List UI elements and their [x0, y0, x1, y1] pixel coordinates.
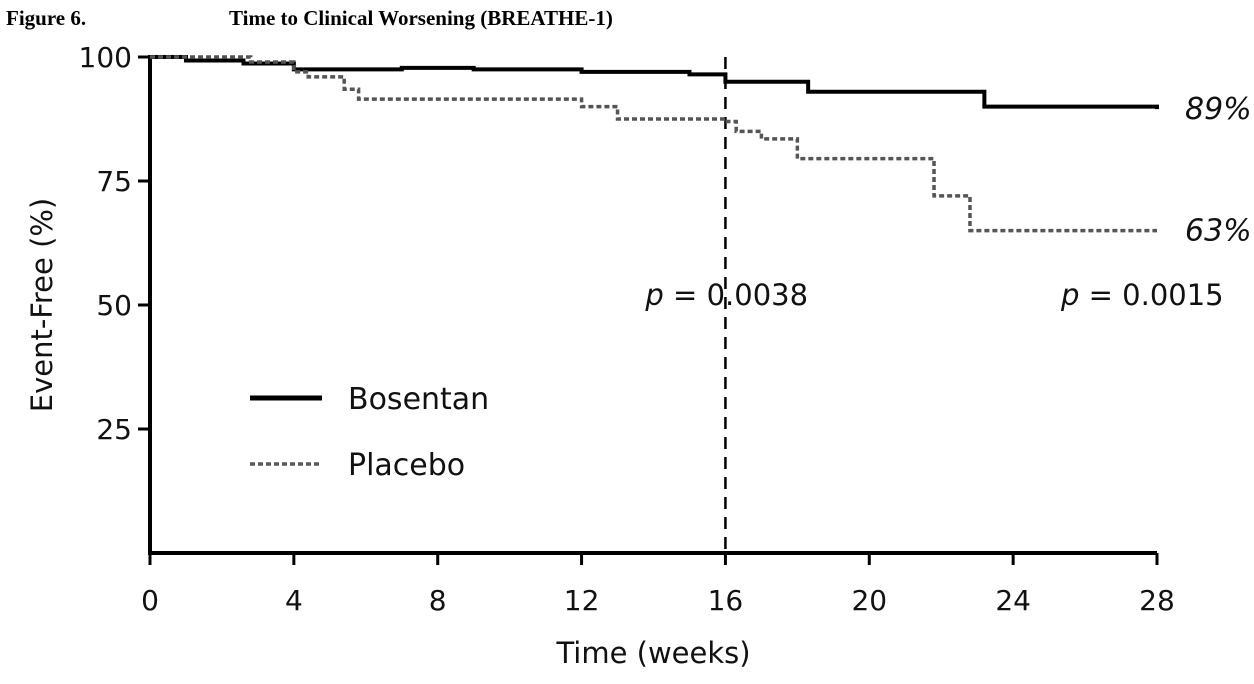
y-axis-title: Event-Free (%) [25, 198, 59, 412]
legend: Bosentan Placebo [250, 382, 489, 483]
end-label-bosentan: 89% [1185, 92, 1252, 127]
y-tick-label: 50 [96, 289, 132, 322]
axes: 0 4 8 12 16 20 24 28 25 50 75 100 Time (weeks) Event-… [25, 41, 1175, 670]
series-line-placebo [150, 55, 1157, 233]
series-layer [150, 55, 1159, 233]
p-value-annotation: p = 0.0015 [1060, 278, 1224, 312]
legend-label-bosentan: Bosentan [348, 382, 489, 417]
legend-label-placebo: Placebo [348, 448, 465, 483]
p-value-annotation: p = 0.0038 [644, 278, 808, 312]
x-tick-label: 20 [851, 584, 887, 617]
figure-title: Time to Clinical Worsening (BREATHE-1) [229, 6, 613, 30]
x-tick-label: 0 [141, 584, 159, 617]
y-tick-label: 75 [96, 165, 132, 198]
x-tick-label: 4 [285, 584, 303, 617]
x-tick-label: 24 [995, 584, 1031, 617]
x-axis-title: Time (weeks) [555, 636, 750, 670]
y-tick-label: 100 [79, 41, 132, 74]
figure-number: Figure 6. [6, 6, 87, 30]
x-tick-label: 16 [708, 584, 744, 617]
x-tick-label: 8 [429, 584, 447, 617]
x-tick-label: 12 [564, 584, 600, 617]
series-line-bosentan [150, 55, 1159, 110]
figure-caption: Figure 6. Time to Clinical Worsening (BRE… [6, 6, 613, 31]
end-label-placebo: 63% [1185, 214, 1252, 249]
y-tick-label: 25 [96, 413, 132, 446]
labels-layer: 89% 63% p = 0.0038 p = 0.0015 [644, 92, 1251, 312]
x-tick-label: 28 [1139, 584, 1175, 617]
